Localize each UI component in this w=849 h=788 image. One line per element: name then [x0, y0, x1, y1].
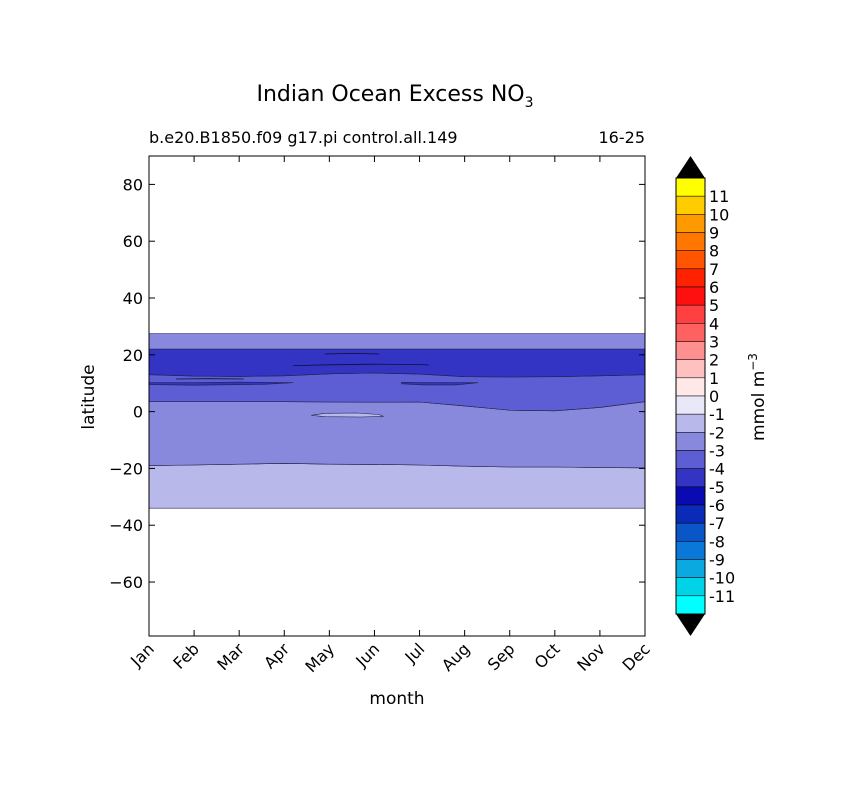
colorbar-segment [675, 577, 706, 597]
plot-area: 80 60 40 20 0 −20 −40 −60 Jan Feb Mar Apr May Jun Jul… [109, 155, 654, 676]
x-tick-label: Nov [573, 639, 609, 675]
colorbar-tick-label: -11 [709, 587, 735, 606]
colorbar-label-superscript: −3 [746, 353, 760, 371]
colorbar-tick-label: 5 [709, 296, 719, 315]
x-tick-label: Aug [438, 639, 474, 675]
x-tick-label: Jan [126, 639, 158, 671]
colorbar-segment [675, 522, 706, 542]
colorbar-segment [675, 413, 706, 433]
colorbar-segment [675, 432, 706, 451]
colorbar-tick-label: 7 [709, 260, 719, 279]
colorbar-label-main: mmol m [749, 371, 769, 441]
colorbar-tick-label: -7 [709, 514, 725, 533]
x-tick-label: Apr [260, 639, 293, 672]
plot-frame [148, 155, 646, 637]
colorbar-tick-label: -6 [709, 496, 725, 515]
x-tick-label: Feb [169, 639, 202, 672]
colorbar-tick-label: -1 [709, 405, 725, 424]
region-band-minus3-north [148, 333, 646, 350]
colorbar-tick-label: 11 [709, 187, 729, 206]
patch-minus5-jul [401, 382, 479, 386]
colorbar-segment [675, 450, 706, 469]
colorbar-segment [675, 359, 706, 379]
contour-regions [148, 333, 646, 509]
x-tick-label: Sep [484, 639, 519, 674]
y-tick-label: −40 [109, 516, 143, 535]
colorbar-segment [675, 286, 706, 306]
colorbar-segment [675, 214, 706, 233]
y-tick-label: −60 [109, 573, 143, 592]
contour-lines [176, 352, 429, 380]
x-tick-label: Oct [531, 639, 564, 672]
colorbar-tick-label: -2 [709, 423, 725, 442]
colorbar-tick-label: 10 [709, 205, 729, 224]
line-minus5-may-jul [293, 363, 429, 366]
colorbar-tick-label: -8 [709, 532, 725, 551]
colorbar-segment [675, 595, 706, 615]
y-tick-label: 40 [123, 289, 143, 308]
x-tick-label: Mar [213, 639, 248, 674]
colorbar-label: mmol m−3 [746, 353, 769, 441]
colorbar-tick-label: 9 [709, 224, 719, 243]
chart-subtitle-right: 16-25 [599, 128, 646, 147]
y-tick-label: −20 [109, 459, 143, 478]
colorbar-segment [675, 486, 706, 506]
x-tick-label: Jun [351, 639, 383, 671]
colorbar-segment [675, 304, 706, 324]
colorbar-segment [675, 504, 706, 524]
colorbar-segment [675, 468, 706, 488]
chart-subtitle-left: b.e20.B1850.f09 g17.pi control.all.149 [149, 128, 458, 147]
colorbar-segment [675, 541, 706, 560]
colorbar-tick-label: -3 [709, 442, 725, 461]
y-axis: 80 60 40 20 0 −20 −40 −60 [109, 175, 645, 592]
chart-title: Indian Ocean Excess NO3 [256, 82, 533, 111]
region-band-minus5 [148, 348, 646, 378]
contour-patches [148, 381, 479, 418]
y-tick-label: 20 [123, 346, 143, 365]
y-axis-label: latitude [79, 364, 99, 429]
region-band-minus3-main [148, 401, 646, 469]
colorbar-segment [675, 232, 706, 251]
y-tick-label: 60 [123, 232, 143, 251]
colorbar-frame [675, 177, 706, 615]
y-tick-label: 0 [133, 403, 143, 422]
colorbar-tick-label: 0 [709, 387, 719, 406]
colorbar-tick-label: -5 [709, 478, 725, 497]
x-tick-label: Jul [401, 639, 429, 667]
colorbar-tick-label: 3 [709, 333, 719, 352]
y-tick-label: 80 [123, 175, 143, 194]
chart-title-subscript: 3 [525, 95, 534, 111]
colorbar-segment [675, 177, 706, 197]
colorbar-tick-label: -4 [709, 460, 725, 479]
colorbar-tick-label: 8 [709, 242, 719, 261]
region-band-minus2-south [148, 462, 646, 509]
colorbar-tick-label: 6 [709, 278, 719, 297]
x-tick-label: May [301, 639, 338, 676]
x-axis-label: month [369, 689, 424, 709]
line-minus6-jun [324, 352, 380, 355]
colorbar-extend-top [676, 156, 705, 178]
colorbar-segment [675, 323, 706, 342]
colorbar-segment [675, 195, 706, 215]
x-tick-label: Dec [618, 639, 653, 674]
colorbar-segment [675, 377, 706, 397]
colorbar-tick-label: -10 [709, 569, 735, 588]
colorbar-segment [675, 395, 706, 415]
patch-minus2-may [311, 412, 384, 418]
patch-minus5-feb [148, 381, 294, 386]
colorbar-tick-label: 1 [709, 369, 719, 388]
colorbar-tick-label: -9 [709, 551, 725, 570]
colorbar-segment [675, 268, 706, 288]
colorbar-segment [675, 341, 706, 360]
chart-title-main: Indian Ocean Excess NO [256, 82, 524, 107]
colorbar-extend-bottom [676, 614, 705, 636]
colorbar-tick-label: 4 [709, 314, 719, 333]
colorbar-segment [675, 250, 706, 270]
colorbar-segment [675, 559, 706, 578]
colorbar-tick-label: 2 [709, 351, 719, 370]
